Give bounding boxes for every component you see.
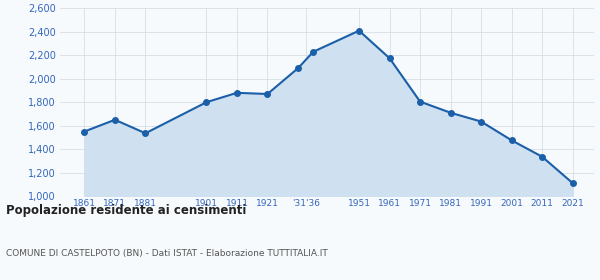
Point [308, 50, 318, 54]
Point [476, 119, 486, 124]
Text: Popolazione residente ai censimenti: Popolazione residente ai censimenti [6, 204, 247, 217]
Point [202, 100, 211, 104]
Text: COMUNE DI CASTELPOTO (BN) - Dati ISTAT - Elaborazione TUTTITALIA.IT: COMUNE DI CASTELPOTO (BN) - Dati ISTAT -… [6, 249, 328, 258]
Point [293, 66, 303, 71]
Point [446, 111, 455, 115]
Point [507, 138, 517, 143]
Point [80, 129, 89, 134]
Point [263, 92, 272, 96]
Point [568, 181, 577, 185]
Point [354, 29, 364, 33]
Point [538, 155, 547, 159]
Point [140, 131, 150, 136]
Point [385, 56, 394, 60]
Point [110, 118, 120, 122]
Point [415, 99, 425, 104]
Point [232, 91, 242, 95]
